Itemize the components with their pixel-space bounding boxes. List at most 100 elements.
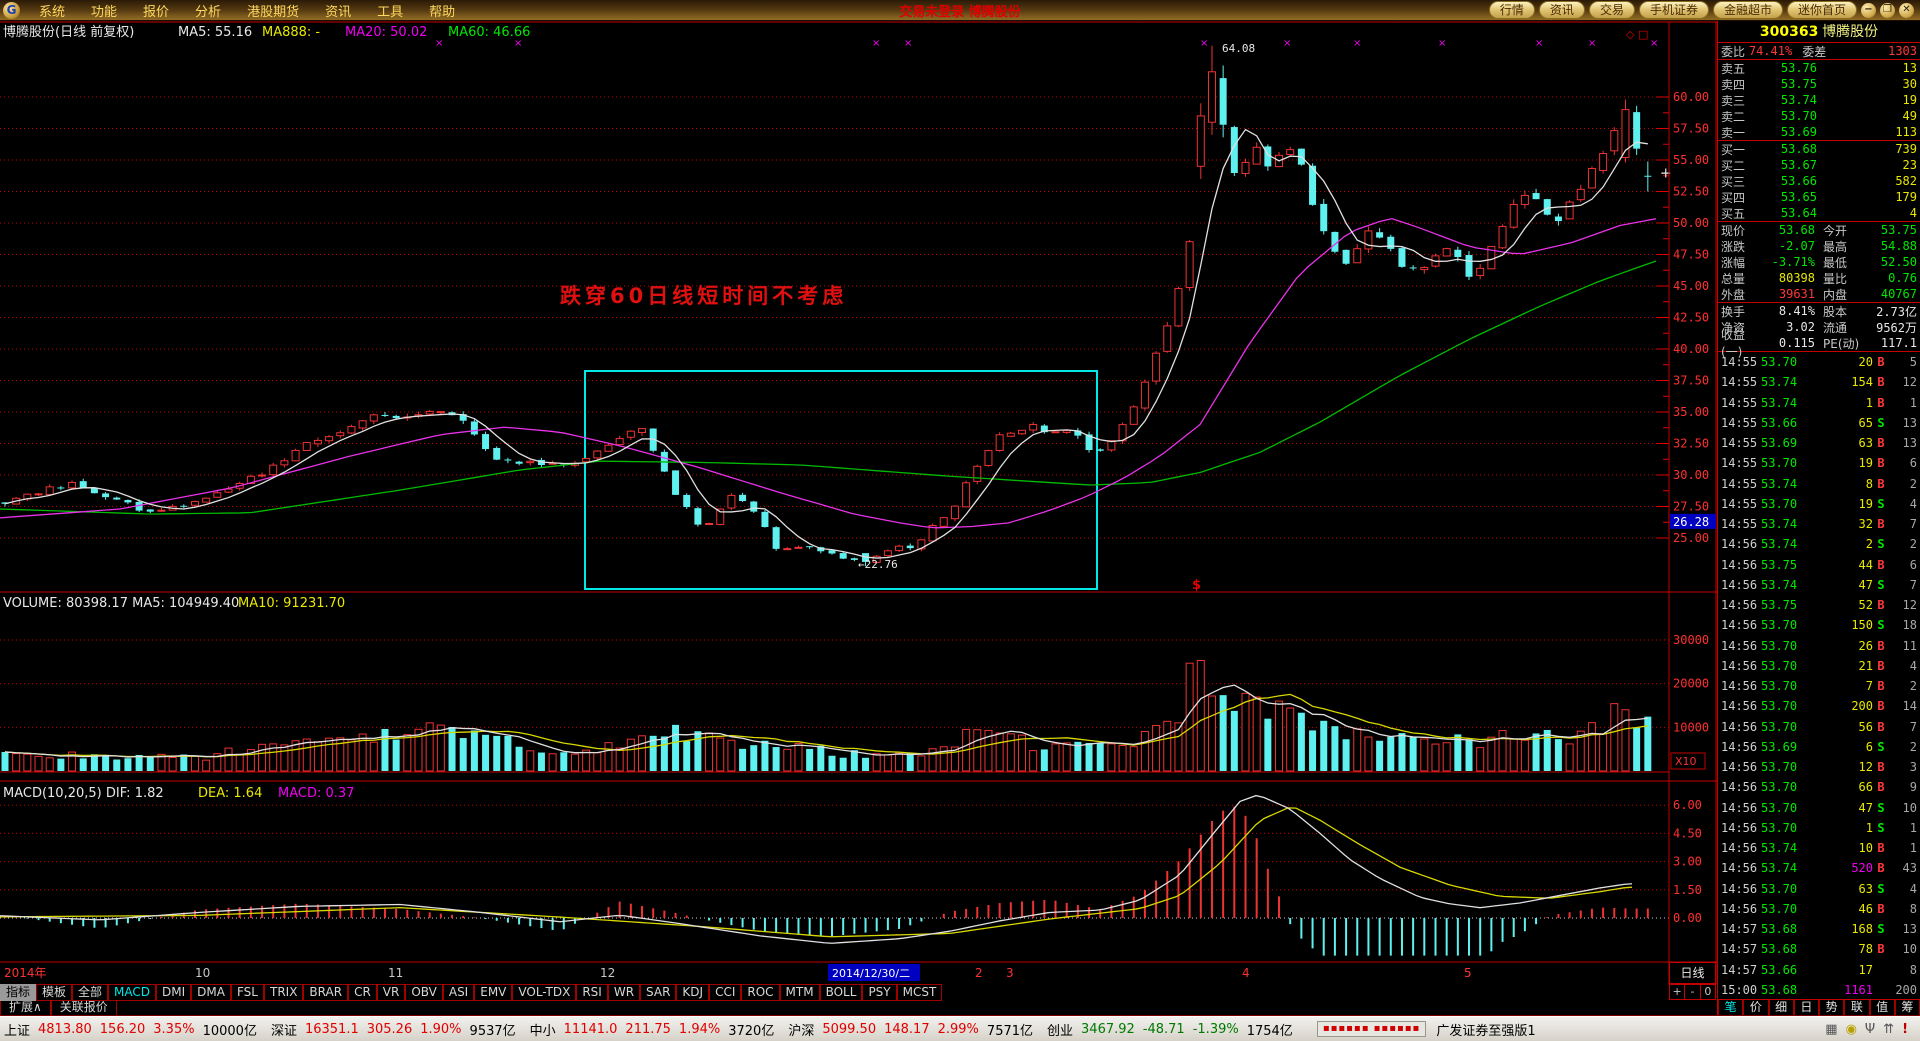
tick-price: 53.69 <box>1761 739 1798 754</box>
coin-icon[interactable]: ◉ <box>1845 1021 1857 1037</box>
tab-indicator-cr[interactable]: CR <box>348 984 377 1001</box>
menu-系统[interactable]: 系统 <box>39 4 66 20</box>
bid-row-2[interactable]: 买二 53.67 23 <box>1718 157 1920 173</box>
period-selector[interactable]: 日线 <box>1669 962 1716 984</box>
minimize-button[interactable]: − <box>1861 2 1876 18</box>
ask-row-3[interactable]: 卖三 53.74 19 <box>1718 92 1920 108</box>
menu-报价[interactable]: 报价 <box>143 4 170 20</box>
tab-indicator-mcst[interactable]: MCST <box>896 984 943 1001</box>
quick-button-迷你首页[interactable]: 迷你首页 <box>1786 1 1857 19</box>
tick-price: 53.70 <box>1761 355 1798 370</box>
svg-text:×: × <box>1200 38 1208 49</box>
bid-row-1[interactable]: 买一 53.68 739 <box>1718 141 1920 157</box>
menu-工具[interactable]: 工具 <box>377 4 404 20</box>
ask-row-3-label: 卖三 <box>1721 93 1746 108</box>
menu-港股期货[interactable]: 港股期货 <box>247 4 300 20</box>
menu-功能[interactable]: 功能 <box>91 4 118 20</box>
tab-indicator-dmi[interactable]: DMI <box>156 984 192 1001</box>
panel-tab-笔[interactable]: 笔 <box>1718 1000 1744 1016</box>
tab-indicator-vol-tdx[interactable]: VOL-TDX <box>512 984 577 1001</box>
menu-资讯[interactable]: 资讯 <box>325 4 352 20</box>
panel-tab-联[interactable]: 联 <box>1844 1000 1870 1016</box>
tab-indicator-rsi[interactable]: RSI <box>576 984 608 1001</box>
tick-row: 14:56 53.70 66 B 9 <box>1718 777 1920 797</box>
tab-all[interactable]: 全部 <box>72 984 109 1001</box>
bid-row-1-label: 买一 <box>1721 142 1746 157</box>
tick-row: 14:56 53.74 47 S 7 <box>1718 575 1920 595</box>
bid-row-4[interactable]: 买四 53.65 179 <box>1718 189 1920 205</box>
antenna-icon[interactable]: Ψ <box>1864 1021 1876 1037</box>
tab-indicator-roc[interactable]: ROC <box>741 984 780 1001</box>
kline-chart[interactable]: 60.0057.5055.0052.5050.0047.5045.0042.50… <box>0 21 1717 984</box>
svg-text:×: × <box>1283 38 1291 49</box>
up-arrows-icon[interactable]: ⇈ <box>1883 1021 1895 1037</box>
index-value: 211.75 <box>625 1021 671 1037</box>
panel-tab-筹[interactable]: 筹 <box>1894 1000 1920 1016</box>
bid-row-3[interactable]: 买三 53.66 582 <box>1718 173 1920 189</box>
chart-zoom-in[interactable]: + <box>1669 984 1686 1000</box>
tick-time: 14:56 <box>1721 901 1758 916</box>
tab-indicator-wr[interactable]: WR <box>607 984 641 1001</box>
tab-indicator-fsl[interactable]: FSL <box>230 984 264 1001</box>
stat-value: 9562万 <box>1876 320 1917 335</box>
quick-button-交易[interactable]: 交易 <box>1588 1 1635 19</box>
bid-row-5[interactable]: 买五 53.64 4 <box>1718 205 1920 221</box>
svg-text:27.50: 27.50 <box>1673 500 1709 514</box>
tick-row: 14:55 53.74 154 B 12 <box>1718 372 1920 392</box>
close-button[interactable]: ✕ <box>1899 2 1914 18</box>
tab-indicator-vr[interactable]: VR <box>376 984 406 1001</box>
restore-button[interactable]: ❐ <box>1880 2 1895 18</box>
index-value: 5099.50 <box>822 1021 877 1037</box>
tab-template[interactable]: 模板 <box>36 984 73 1001</box>
panel-tab-值[interactable]: 值 <box>1869 1000 1895 1016</box>
stat-label: 收益(一) <box>1721 328 1746 359</box>
tab-indicator-boll[interactable]: BOLL <box>819 984 863 1001</box>
tab-indicator-obv[interactable]: OBV <box>405 984 443 1001</box>
tab-indicator-emv[interactable]: EMV <box>474 984 513 1001</box>
stat-label: 现价 <box>1721 223 1746 238</box>
tab-indicator-kdj[interactable]: KDJ <box>676 984 710 1001</box>
ask-row-2[interactable]: 卖二 53.70 49 <box>1718 108 1920 124</box>
tick-price: 53.70 <box>1761 719 1798 734</box>
index-label: 深证 <box>270 1023 297 1039</box>
menu-帮助[interactable]: 帮助 <box>429 4 456 20</box>
panel-tab-势[interactable]: 势 <box>1819 1000 1845 1016</box>
ask-row-1[interactable]: 卖一 53.69 113 <box>1718 124 1920 140</box>
quick-button-行情[interactable]: 行情 <box>1488 1 1535 19</box>
panel-tab-细[interactable]: 细 <box>1768 1000 1794 1016</box>
quick-button-资讯[interactable]: 资讯 <box>1538 1 1585 19</box>
tick-trade-list[interactable]: 14:55 53.70 20 B 5 14:55 53.74 154 B 12 14:55 53.74… <box>1718 351 1920 999</box>
tick-direction: B <box>1877 942 1885 957</box>
svg-text:MACD: 0.37: MACD: 0.37 <box>278 786 354 801</box>
tick-direction: B <box>1877 436 1885 451</box>
tab-extension[interactable]: 扩展∧ <box>0 1001 51 1016</box>
tab-indicator-trix[interactable]: TRIX <box>263 984 304 1001</box>
tab-indicator-sar[interactable]: SAR <box>640 984 677 1001</box>
ask-row-5[interactable]: 卖五 53.76 13 <box>1718 60 1920 76</box>
quick-button-金融超市[interactable]: 金融超市 <box>1712 1 1783 19</box>
tick-volume: 52 <box>1858 598 1873 613</box>
grid-icon[interactable]: ▦ <box>1825 1021 1838 1037</box>
tab-indicator-psy[interactable]: PSY <box>862 984 897 1001</box>
tab-indicator-macd[interactable]: MACD <box>108 984 157 1001</box>
tab-indicator-cci[interactable]: CCI <box>709 984 742 1001</box>
index-中小: 中小 11141.0 211.75 1.94% 3720亿 <box>530 1020 775 1039</box>
panel-tab-价[interactable]: 价 <box>1743 1000 1769 1016</box>
tab-linked-quotes[interactable]: 关联报价 <box>50 1001 117 1016</box>
alert-icon[interactable]: ! <box>1902 1021 1908 1037</box>
panel-tab-日[interactable]: 日 <box>1793 1000 1819 1016</box>
stat-label: 量比 <box>1823 271 1848 286</box>
chart-zoom-reset[interactable]: 0 <box>1700 984 1716 1000</box>
menu-分析[interactable]: 分析 <box>195 4 222 20</box>
tab-indicator-dma[interactable]: DMA <box>191 984 231 1001</box>
quick-button-手机证券[interactable]: 手机证券 <box>1638 1 1709 19</box>
tab-indicator[interactable]: 指标 <box>0 984 37 1001</box>
tab-indicator-brar[interactable]: BRAR <box>303 984 349 1001</box>
tick-price: 53.70 <box>1761 881 1798 896</box>
chart-zoom-out[interactable]: - <box>1685 984 1701 1000</box>
tick-count: 8 <box>1909 962 1917 977</box>
ask-row-4[interactable]: 卖四 53.75 30 <box>1718 76 1920 92</box>
tab-indicator-mtm[interactable]: MTM <box>779 984 820 1001</box>
tab-indicator-asi[interactable]: ASI <box>442 984 475 1001</box>
tick-volume: 520 <box>1851 861 1873 876</box>
